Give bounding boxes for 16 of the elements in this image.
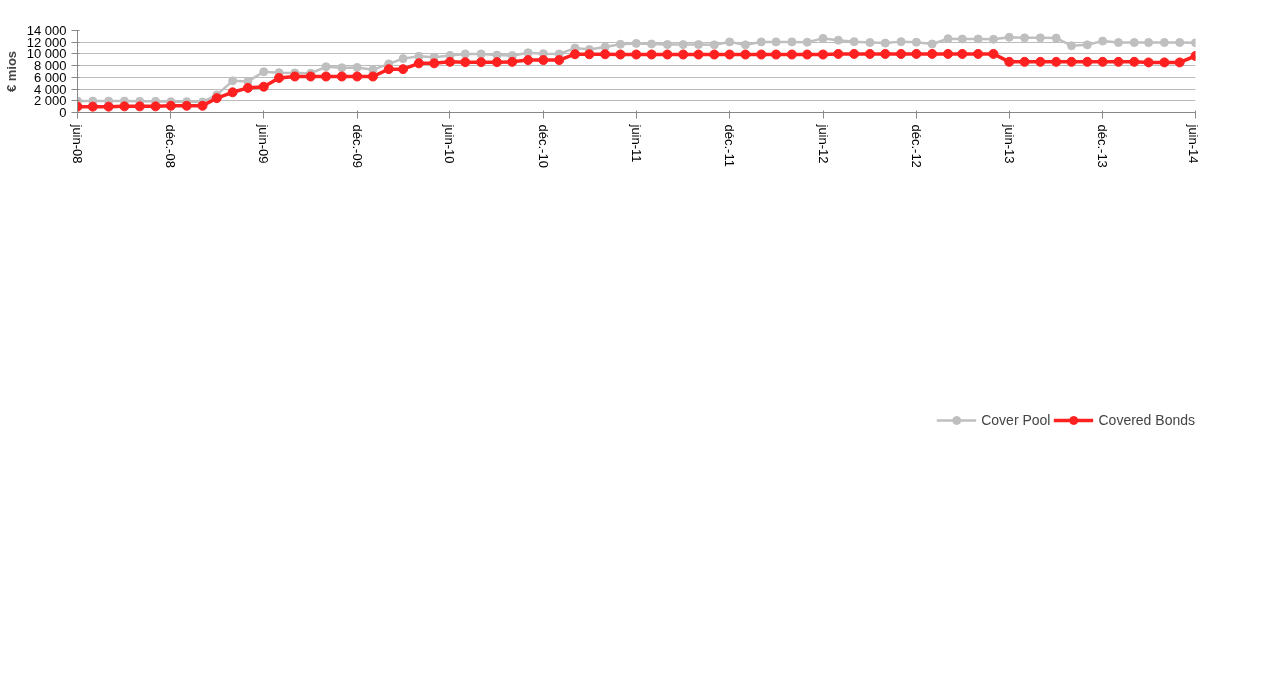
x-tick-label: juin-08	[70, 123, 85, 164]
x-tick-label: juin-11	[628, 123, 644, 163]
x-tick-label: juin-12	[815, 123, 831, 164]
x-tick-label: juin-09	[256, 123, 272, 164]
legend-label: Cover Pool	[981, 412, 1051, 428]
x-tick-label: déc.-10	[535, 124, 551, 168]
x-tick-label: déc.-12	[908, 124, 924, 168]
legend-label: Covered Bonds	[1098, 412, 1195, 428]
x-tick-label: déc.-13	[1095, 124, 1111, 168]
x-tick-label: déc.-08	[163, 124, 179, 168]
x-tick-label: juin-13	[1001, 123, 1017, 164]
x-tick-label: juin-14	[1185, 123, 1201, 164]
x-tick-label: déc.-11	[722, 124, 738, 167]
x-tick-label: déc.-09	[349, 124, 365, 168]
x-tick-label: juin-10	[442, 123, 458, 164]
y-axis-title: € mios	[3, 50, 19, 93]
